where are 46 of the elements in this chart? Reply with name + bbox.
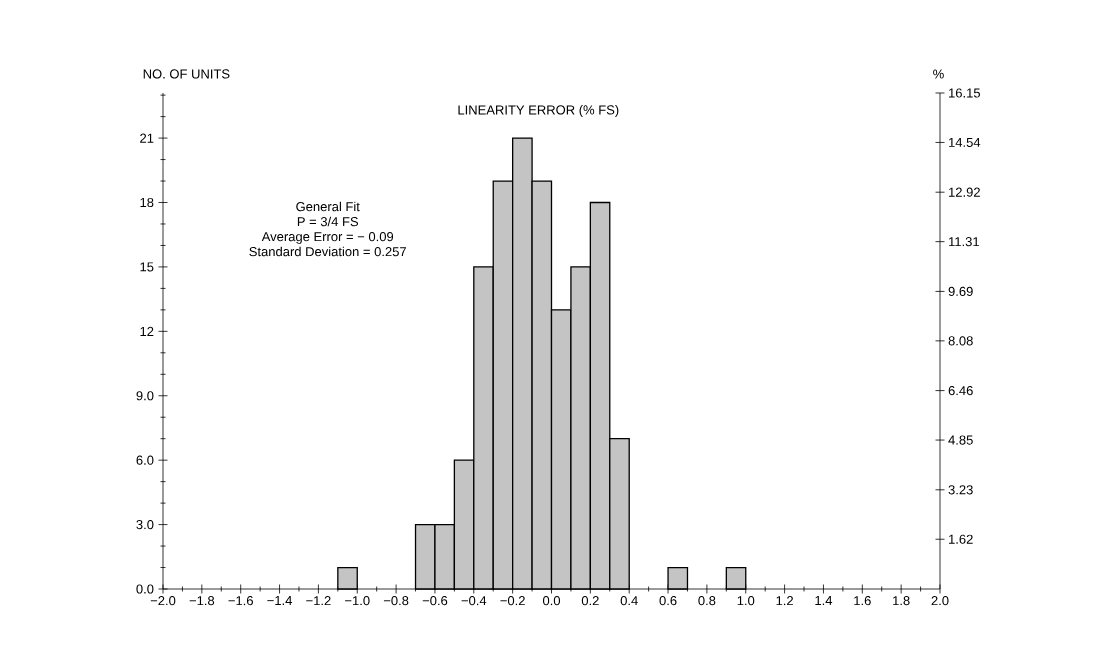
y2-axis-title: % — [933, 69, 944, 79]
x-tick-label: −1.0 — [345, 596, 370, 606]
y2-tick-label: 16.15 — [949, 88, 981, 98]
x-tick-label: 2.0 — [931, 596, 949, 606]
y-tick-label: 0.0 — [136, 584, 154, 594]
x-tick-label: 1.4 — [815, 596, 833, 605]
y2-tick-label: 11.31 — [949, 237, 979, 247]
y2-tick-label: 4.85 — [948, 435, 973, 445]
y-tick-label: 21 — [140, 133, 154, 143]
y2-tick-label: 14.54 — [949, 137, 981, 147]
x-tick-label: 1.6 — [854, 596, 871, 606]
y2-tick-label: 8.08 — [948, 336, 973, 346]
x-tick-label: 1.2 — [776, 596, 793, 606]
x-tick-label: 0.6 — [659, 596, 677, 606]
x-tick-label: −0.2 — [500, 596, 525, 606]
x-tick-label: −1.6 — [228, 596, 253, 606]
annotation: P = 3/4 FS — [297, 216, 359, 227]
y2-tick-label: 3.23 — [948, 485, 973, 495]
y-tick-label: 15 — [140, 262, 154, 272]
x-tick-label: −1.8 — [189, 596, 215, 606]
y2-tick-label: 12.92 — [949, 187, 980, 197]
y2-tick-label: 1.62 — [949, 534, 973, 544]
x-tick-label: 0.0 — [542, 596, 561, 606]
y-tick-label: 12 — [140, 326, 154, 336]
y-tick-label: 9.0 — [136, 391, 154, 401]
text: LINEARITY ERROR (% FS) — [458, 104, 619, 118]
x-tick-label: −0.8 — [383, 596, 409, 606]
x-tick-label: −2.0 — [150, 596, 176, 606]
y-tick-label: 3.0 — [136, 519, 154, 530]
y-tick-label: 6.0 — [136, 455, 154, 465]
annotation: Standard Deviation = 0.257 — [249, 246, 406, 257]
annotation: General Fit — [296, 201, 360, 212]
y-tick-label: 18 — [140, 197, 154, 208]
y-axis-title: NO. OF UNITS — [143, 69, 230, 79]
x-tick-label: −0.6 — [422, 596, 448, 606]
x-tick-label: −0.4 — [461, 596, 487, 606]
x-tick-label: −1.4 — [267, 596, 293, 605]
y2-tick-label: 6.46 — [948, 385, 973, 396]
x-tick-label: 0.4 — [620, 596, 638, 606]
x-tick-label: −1.2 — [306, 596, 331, 606]
x-tick-label: 1.0 — [737, 596, 755, 606]
x-tick-label: 0.2 — [581, 596, 599, 606]
annotation: Average Error = − 0.09 — [261, 232, 394, 244]
x-tick-label: 0.8 — [698, 596, 716, 606]
x-tick-label: 1.8 — [893, 596, 910, 606]
y2-tick-label: 9.69 — [948, 286, 973, 296]
